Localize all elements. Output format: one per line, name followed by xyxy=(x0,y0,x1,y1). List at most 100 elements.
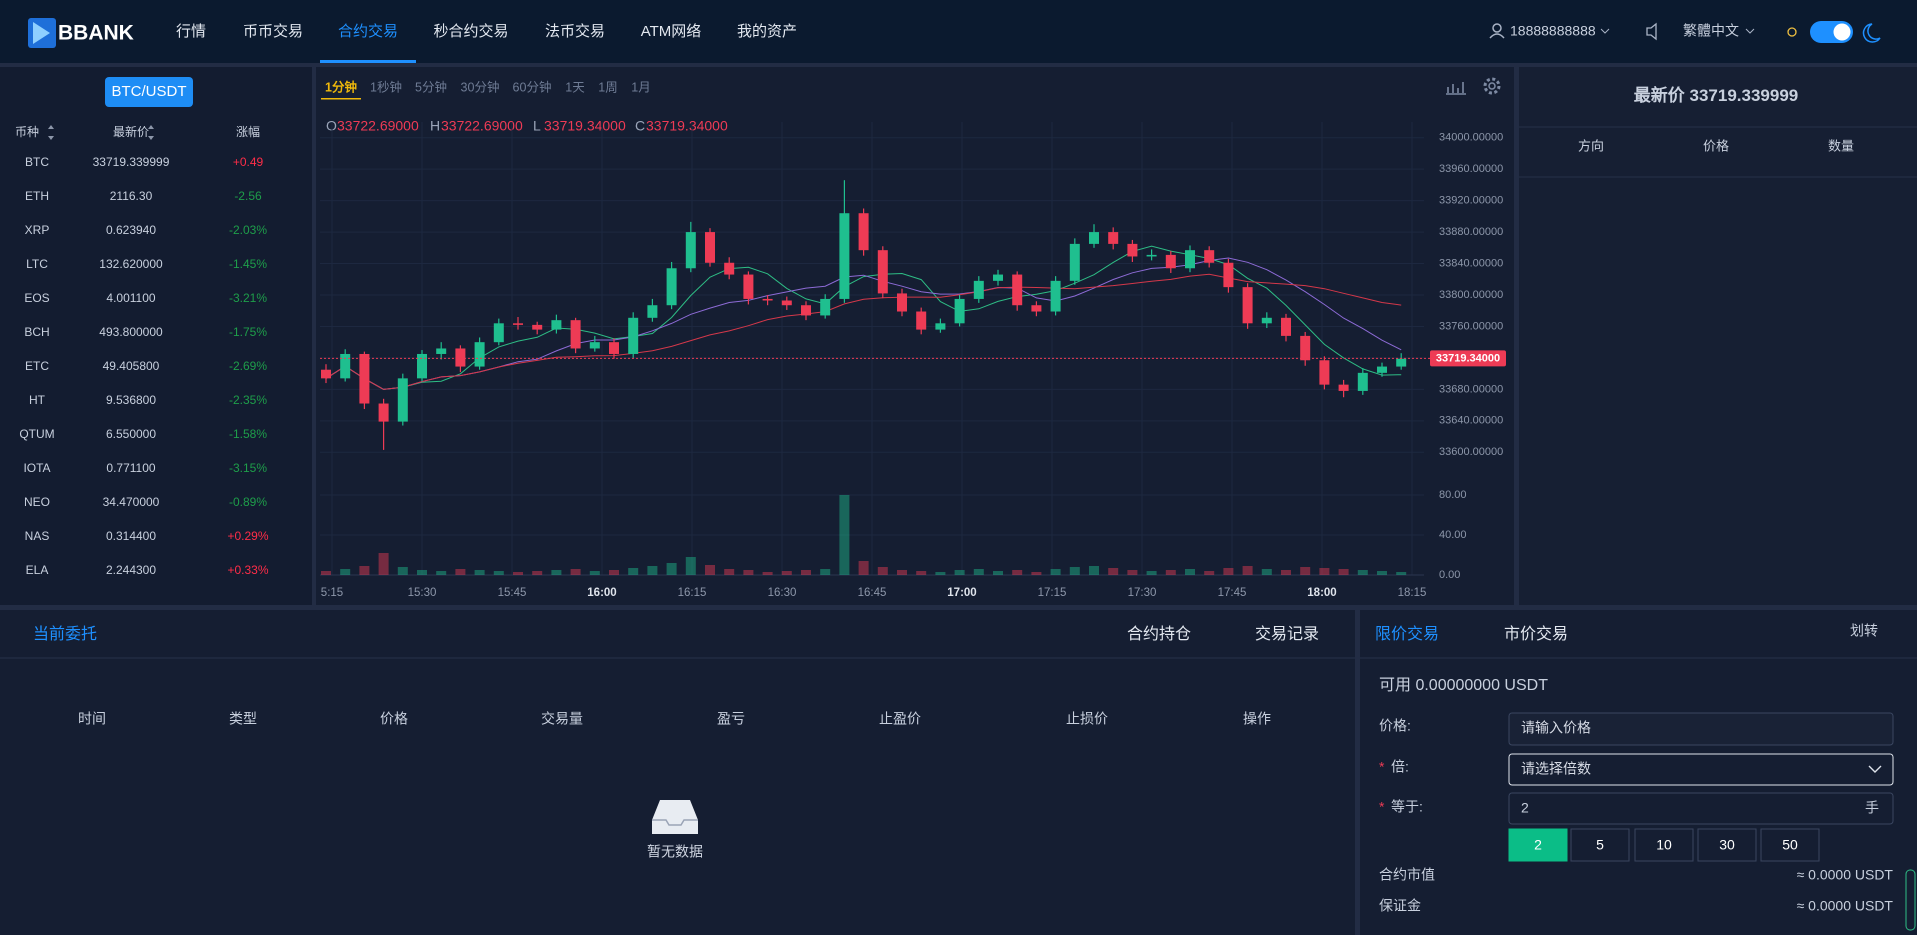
logo[interactable]: BBANK xyxy=(28,18,134,48)
price-input[interactable] xyxy=(1508,712,1894,746)
x-tick-label: 16:45 xyxy=(858,587,887,599)
orders-column: 价格 xyxy=(380,711,408,727)
candle-body xyxy=(724,262,735,275)
coin-name[interactable]: BCH xyxy=(24,325,49,339)
nav-item[interactable]: 我的资产 xyxy=(737,23,797,40)
quick-button-label: 2 xyxy=(1534,837,1542,853)
amount-value: 2 xyxy=(1521,800,1529,816)
coin-name[interactable]: NEO xyxy=(24,495,50,509)
volume-bar xyxy=(877,567,888,575)
coin-name[interactable]: NAS xyxy=(25,529,50,543)
nav-item[interactable]: 法币交易 xyxy=(545,22,605,40)
sound-icon[interactable] xyxy=(1646,22,1657,41)
interval-tab[interactable]: 1天 xyxy=(565,80,585,94)
candle-body xyxy=(1185,250,1195,269)
volume-bar xyxy=(954,570,965,575)
sun-icon[interactable] xyxy=(1787,27,1797,37)
candle-body xyxy=(493,323,504,343)
candle-body xyxy=(1108,232,1119,244)
moon-icon[interactable] xyxy=(1862,23,1881,43)
empty-text: 暂无数据 xyxy=(647,844,703,860)
coin-name[interactable]: EOS xyxy=(24,291,49,305)
orders-tab[interactable]: 当前委托 xyxy=(33,625,97,643)
last-price-value: 33719.339999 xyxy=(1690,86,1799,105)
coin-name[interactable]: ETC xyxy=(25,359,49,373)
nav-item[interactable]: ATM网络 xyxy=(641,23,702,40)
transfer-link[interactable]: 划转 xyxy=(1850,623,1878,639)
language[interactable]: 繁體中文 xyxy=(1683,23,1739,39)
x-tick-label: 16:30 xyxy=(768,587,797,599)
x-tick-label: 17:15 xyxy=(1038,587,1067,599)
candle-body xyxy=(762,298,773,301)
coin-name[interactable]: HT xyxy=(29,393,46,407)
market-panel xyxy=(0,67,312,605)
chart-panel xyxy=(316,67,1514,605)
volume-bar xyxy=(1031,572,1042,575)
candle-body xyxy=(743,274,754,299)
nav-item[interactable]: 行情 xyxy=(176,23,206,40)
volume-bar xyxy=(609,570,619,575)
volume-bar xyxy=(1357,570,1368,575)
interval-tab[interactable]: 30分钟 xyxy=(461,79,500,94)
quick-button[interactable] xyxy=(1760,828,1820,862)
orderbook-column: 数量 xyxy=(1828,138,1854,153)
volume-bar xyxy=(1338,569,1349,575)
interval-tab[interactable]: 5分钟 xyxy=(415,79,447,94)
coin-price: 2.244300 xyxy=(106,563,156,577)
volume-bar xyxy=(647,566,658,575)
volume-bar xyxy=(1281,570,1291,575)
coin-name[interactable]: IOTA xyxy=(23,461,50,475)
candle-body xyxy=(1242,287,1253,324)
coin-change: +0.49 xyxy=(233,155,264,169)
interval-tab[interactable]: 1月 xyxy=(631,80,650,94)
y-tick-label: 33960.00000 xyxy=(1439,163,1503,175)
quick-button[interactable] xyxy=(1634,828,1694,862)
candle-body xyxy=(1338,384,1349,391)
quick-button[interactable] xyxy=(1570,828,1630,862)
candle-body xyxy=(474,342,485,367)
coin-name[interactable]: ELA xyxy=(26,563,49,577)
interval-tab[interactable]: 1周 xyxy=(598,80,617,94)
interval-tab[interactable]: 1秒钟 xyxy=(370,79,402,94)
indicator-icon[interactable] xyxy=(1446,82,1466,95)
coin-name[interactable]: ETH xyxy=(25,189,49,203)
settings-icon[interactable] xyxy=(1483,77,1501,95)
user-phone[interactable]: 18888888888 xyxy=(1510,23,1596,39)
coin-name[interactable]: XRP xyxy=(25,223,50,237)
volume-bar xyxy=(436,571,447,575)
interval-tab[interactable]: 1分钟 xyxy=(325,79,357,94)
trade-tab[interactable]: 限价交易 xyxy=(1375,625,1439,643)
scrollbar[interactable] xyxy=(1905,869,1916,931)
nav-item[interactable]: 秒合约交易 xyxy=(433,22,508,40)
orders-tab[interactable]: 合约持仓 xyxy=(1127,625,1191,643)
nav-item[interactable]: 币币交易 xyxy=(243,22,303,40)
ohlc-value: 33722.69000 xyxy=(441,118,523,134)
orders-tab[interactable]: 交易记录 xyxy=(1255,625,1319,643)
summary-value: ≈ 0.0000 USDT xyxy=(1797,898,1894,914)
coin-name[interactable]: QTUM xyxy=(19,427,54,441)
volume-bar xyxy=(762,572,773,575)
volume-bar xyxy=(1377,571,1387,575)
nav-item[interactable]: 合约交易 xyxy=(338,22,398,40)
amount-input[interactable] xyxy=(1508,792,1894,825)
candle-body xyxy=(628,317,639,354)
candle-body xyxy=(877,250,888,294)
quick-button-label: 5 xyxy=(1596,837,1604,853)
y2-tick-label: 80.00 xyxy=(1439,489,1467,501)
leverage-select[interactable] xyxy=(1508,753,1894,786)
candle-body xyxy=(551,320,562,330)
coin-price: 49.405800 xyxy=(103,359,160,373)
interval-tab[interactable]: 60分钟 xyxy=(513,79,552,94)
coin-name[interactable]: LTC xyxy=(26,257,48,271)
last-price-text: 33719.34000 xyxy=(1436,352,1500,364)
pair-button[interactable] xyxy=(105,77,193,107)
quick-button[interactable] xyxy=(1697,828,1757,862)
trade-tab[interactable]: 市价交易 xyxy=(1504,625,1568,643)
interval-underline xyxy=(321,98,361,100)
orders-column: 盈亏 xyxy=(717,711,745,727)
orders-column: 止盈价 xyxy=(879,711,921,727)
sort-icon xyxy=(48,125,54,140)
coin-name[interactable]: BTC xyxy=(25,155,49,169)
quick-button[interactable] xyxy=(1508,828,1568,862)
volume-bar xyxy=(378,553,389,575)
